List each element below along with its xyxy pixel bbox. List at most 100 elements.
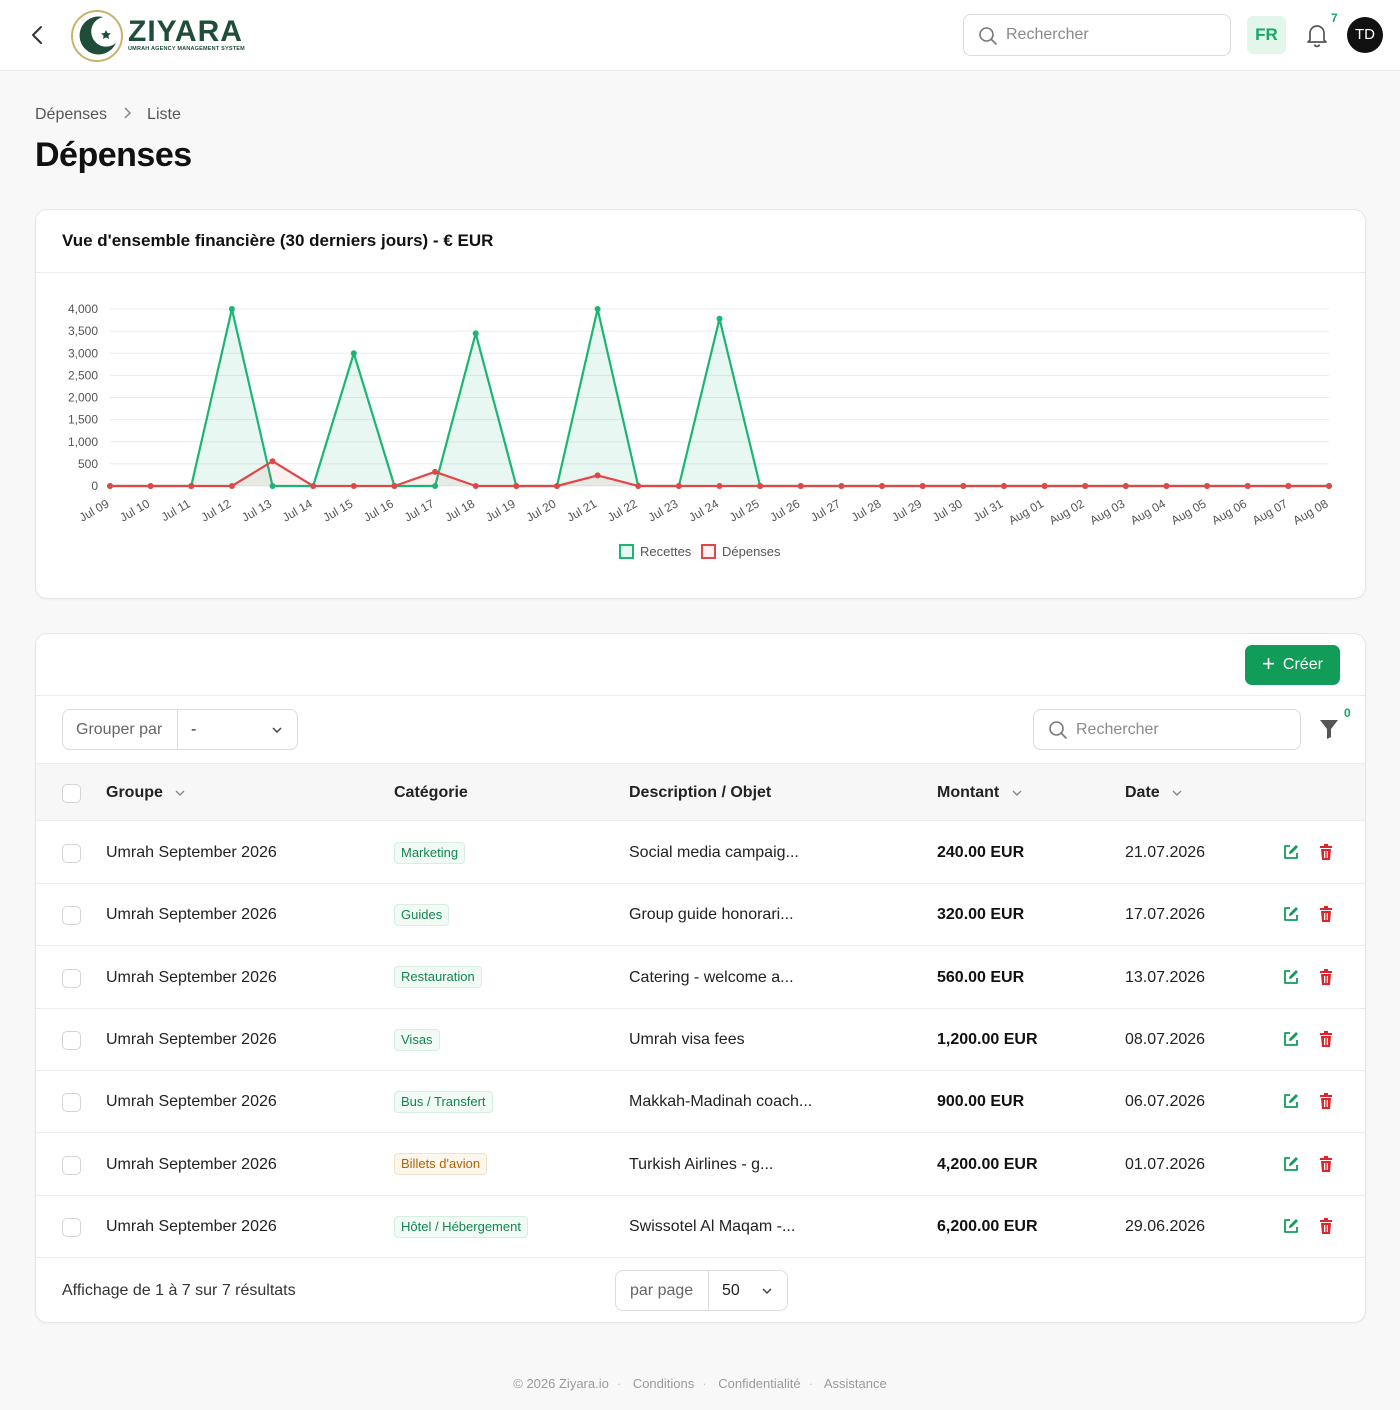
breadcrumb: Dépenses Liste [35,106,181,124]
edit-icon[interactable] [1282,1155,1300,1173]
cell-amount: 1,200.00 EUR [937,1030,1038,1048]
table-search[interactable] [1033,709,1301,750]
trash-icon[interactable] [1317,843,1335,861]
cell-category: Hôtel / Hébergement [394,1196,528,1258]
cell-category: Restauration [394,947,482,1009]
data-point [757,483,764,489]
trash-icon[interactable] [1317,1217,1335,1235]
cell-group: Umrah September 2026 [106,1030,277,1048]
column-header-category: Catégorie [394,784,468,801]
ziyara-logo[interactable]: ZIYARA UMRAH AGENCY MANAGEMENT SYSTEM [70,9,260,63]
table-row[interactable]: Umrah September 2026 Hôtel / Hébergement S… [36,1196,1365,1258]
x-tick-label: Aug 01 [1006,496,1046,527]
per-page-value: 50 [722,1282,740,1299]
row-checkbox[interactable] [62,1155,81,1175]
x-tick-label: Jul 19 [483,496,518,524]
notification-count: 7 [1331,11,1338,25]
global-search[interactable] [963,14,1231,56]
select-all-checkbox[interactable] [62,784,81,803]
data-point [1244,483,1251,489]
edit-icon[interactable] [1282,843,1300,861]
data-point [188,483,195,489]
data-point [228,306,235,312]
cell-date: 17.07.2026 [1125,906,1206,924]
row-checkbox[interactable] [62,1093,81,1113]
footer-link-support[interactable]: Assistance [823,1376,887,1391]
table-row[interactable]: Umrah September 2026 Guides Group guide ho… [36,884,1365,947]
edit-icon[interactable] [1282,1030,1300,1048]
data-point [228,483,235,489]
financial-overview-card: Vue d'ensemble financière (30 derniers j… [35,209,1366,599]
results-summary: Affichage de 1 à 7 sur 7 résultats [62,1282,296,1299]
row-checkbox[interactable] [62,968,81,988]
footer-link-conditions[interactable]: Conditions [632,1376,695,1391]
x-tick-label: Jul 21 [564,496,599,524]
cell-description: Turkish Airlines - g... [629,1155,774,1173]
edit-icon[interactable] [1282,1092,1300,1110]
trash-icon[interactable] [1317,1030,1335,1048]
table-search-input[interactable] [1076,711,1291,748]
cell-date: 13.07.2026 [1125,968,1206,986]
breadcrumb-parent[interactable]: Dépenses [35,106,108,123]
table-row[interactable]: Umrah September 2026 Restauration Catering… [36,947,1365,1009]
x-tick-label: Aug 02 [1047,496,1087,527]
cell-description: Social media campaig... [629,844,799,861]
column-header-date-label: Date [1125,784,1160,801]
data-point [797,483,804,489]
chevron-down-icon [175,790,185,796]
cell-date: 08.07.2026 [1125,1030,1206,1048]
x-tick-label: Jul 13 [239,496,274,524]
top-bar: ZIYARA UMRAH AGENCY MANAGEMENT SYSTEM FR… [0,0,1400,71]
category-badge: Guides [394,904,450,927]
trash-icon[interactable] [1317,905,1335,923]
y-tick-label: 1,000 [68,435,98,449]
row-checkbox[interactable] [62,906,81,926]
table-row[interactable]: Umrah September 2026 Bus / Transfert Makka… [36,1071,1365,1134]
column-header-group[interactable]: Groupe [106,764,185,822]
group-by-select[interactable]: Grouper par - [62,709,298,750]
footer-link-privacy[interactable]: Confidentialité [718,1376,801,1391]
chart-title: Vue d'ensemble financière (30 derniers j… [36,210,1365,273]
cell-description: Umrah visa fees [629,1030,745,1048]
cell-amount: 320.00 EUR [937,906,1025,924]
cell-amount: 560.00 EUR [937,968,1025,986]
table-row[interactable]: Umrah September 2026 Visas Umrah visa fees… [36,1009,1365,1071]
column-header-date[interactable]: Date [1125,764,1182,822]
plus-icon: + [1262,651,1275,676]
edit-icon[interactable] [1282,905,1300,923]
data-point [879,483,886,489]
filter-count: 0 [1344,706,1351,720]
edit-icon[interactable] [1282,968,1300,986]
column-header-amount-label: Montant [937,784,1000,801]
data-point [432,483,439,489]
trash-icon[interactable] [1317,1092,1335,1110]
cell-category: Guides [394,884,450,946]
row-checkbox[interactable] [62,844,81,863]
row-checkbox[interactable] [62,1217,81,1237]
table-header: Groupe Catégorie Description / Objet Mon… [36,763,1365,822]
language-switcher[interactable]: FR [1247,16,1286,54]
trash-icon[interactable] [1317,1155,1335,1173]
filter-icon[interactable] [1319,718,1339,740]
x-tick-label: Jul 27 [808,496,843,524]
x-tick-label: Aug 05 [1169,496,1209,527]
bell-icon[interactable] [1303,21,1331,49]
per-page-select[interactable]: par page 50 [615,1270,788,1311]
data-point [269,458,276,465]
trash-icon[interactable] [1317,968,1335,986]
table-row[interactable]: Umrah September 2026 Marketing Social medi… [36,822,1365,884]
data-point [716,315,723,322]
row-checkbox[interactable] [62,1030,81,1050]
y-tick-label: 3,000 [68,346,98,360]
edit-icon[interactable] [1282,1217,1300,1235]
back-arrow-icon[interactable] [26,22,50,48]
divider [36,695,1365,696]
create-button[interactable]: + Créer [1245,645,1340,685]
data-point [1082,483,1089,489]
x-tick-label: Jul 30 [930,496,965,524]
table-row[interactable]: Umrah September 2026 Billets d'avion Turki… [36,1134,1365,1196]
user-avatar[interactable]: TD [1347,17,1383,53]
global-search-input[interactable] [1006,16,1221,54]
column-header-amount[interactable]: Montant [937,764,1022,822]
cell-category: Visas [394,1009,440,1071]
